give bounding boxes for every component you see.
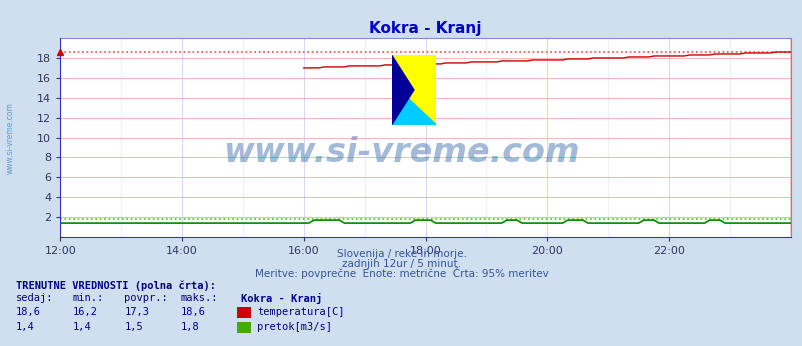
Polygon shape	[391, 55, 414, 125]
Text: TRENUTNE VREDNOSTI (polna črta):: TRENUTNE VREDNOSTI (polna črta):	[16, 280, 216, 291]
Text: 1,4: 1,4	[72, 322, 91, 332]
Text: www.si-vreme.com: www.si-vreme.com	[6, 102, 15, 174]
Text: 16,2: 16,2	[72, 307, 97, 317]
Text: 17,3: 17,3	[124, 307, 149, 317]
Text: povpr.:: povpr.:	[124, 293, 168, 303]
Text: Meritve: povprečne  Enote: metrične  Črta: 95% meritev: Meritve: povprečne Enote: metrične Črta:…	[254, 267, 548, 279]
Text: 1,4: 1,4	[16, 322, 34, 332]
Text: 1,5: 1,5	[124, 322, 143, 332]
Title: Kokra - Kranj: Kokra - Kranj	[369, 20, 481, 36]
Text: pretok[m3/s]: pretok[m3/s]	[257, 322, 331, 332]
Text: min.:: min.:	[72, 293, 103, 303]
Text: 1,8: 1,8	[180, 322, 199, 332]
Text: temperatura[C]: temperatura[C]	[257, 307, 344, 317]
Text: Kokra - Kranj: Kokra - Kranj	[241, 293, 322, 304]
Text: 18,6: 18,6	[180, 307, 205, 317]
Polygon shape	[391, 83, 435, 125]
Polygon shape	[391, 55, 435, 125]
Text: maks.:: maks.:	[180, 293, 218, 303]
Text: sedaj:: sedaj:	[16, 293, 54, 303]
Text: Slovenija / reke in morje.: Slovenija / reke in morje.	[336, 249, 466, 259]
Text: www.si-vreme.com: www.si-vreme.com	[223, 136, 579, 169]
Text: 18,6: 18,6	[16, 307, 41, 317]
Text: zadnjih 12ur / 5 minut.: zadnjih 12ur / 5 minut.	[342, 259, 460, 268]
